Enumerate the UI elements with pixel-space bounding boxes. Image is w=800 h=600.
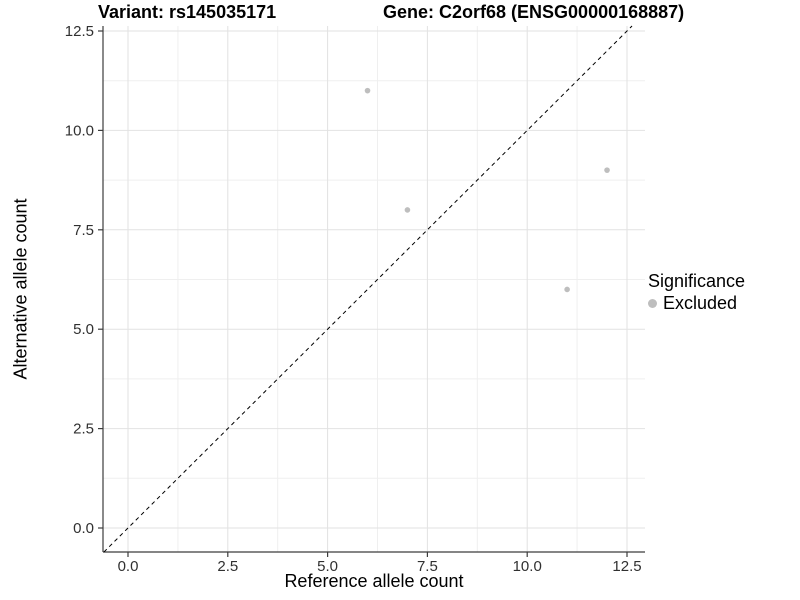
legend: Significance Excluded: [648, 271, 745, 313]
x-axis-title: Reference allele count: [284, 571, 464, 591]
x-tick-label: 5.0: [317, 558, 338, 575]
plot-title-gene: Gene: C2orf68 (ENSG00000168887): [383, 2, 685, 22]
legend-key-dot-icon: [648, 298, 657, 308]
y-tick-label: 5.0: [73, 321, 94, 338]
y-tick-label: 12.5: [65, 23, 94, 40]
legend-title: Significance: [648, 271, 746, 291]
y-tick-label: 2.5: [73, 421, 94, 438]
data-point: [564, 286, 570, 293]
y-tick-label: 0.0: [73, 520, 94, 537]
y-tick-label: 10.0: [65, 122, 94, 139]
x-tick-label: 2.5: [217, 558, 238, 575]
x-tick-label: 12.5: [612, 558, 641, 575]
plot-title-variant: Variant: rs145035171: [98, 2, 277, 22]
x-tick-label: 0.0: [118, 558, 139, 575]
data-point: [604, 167, 610, 173]
legend-item-label: Excluded: [663, 293, 738, 313]
x-tick-label: 10.0: [513, 558, 542, 575]
data-point: [364, 87, 371, 94]
x-tick-label: 7.5: [417, 558, 438, 575]
legend-item-excluded: Excluded: [648, 293, 745, 313]
data-point: [404, 207, 411, 213]
identity-line: [103, 25, 633, 553]
y-axis-title: Alternative allele count: [10, 198, 31, 380]
y-tick-label: 7.5: [73, 222, 94, 239]
